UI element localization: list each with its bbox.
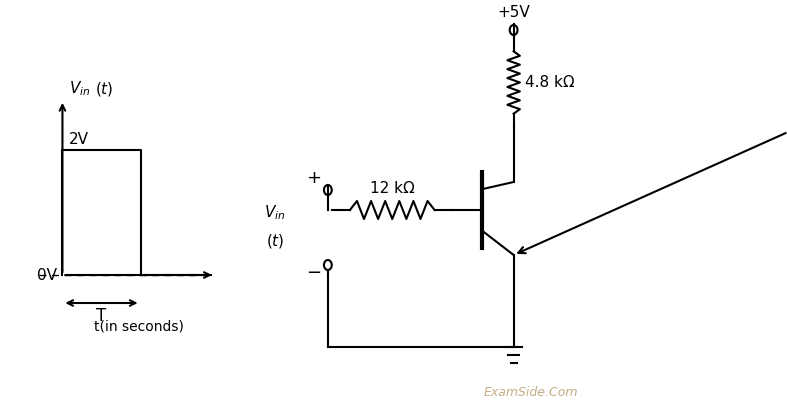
Text: $(t)$: $(t)$	[95, 80, 114, 98]
Text: −: −	[306, 264, 321, 282]
Text: $(t)$: $(t)$	[267, 233, 285, 250]
Text: 2V: 2V	[68, 132, 89, 147]
Text: +5V: +5V	[497, 5, 530, 20]
Text: t(in seconds): t(in seconds)	[94, 320, 183, 334]
Text: $V_{in}$: $V_{in}$	[264, 204, 285, 223]
Text: T: T	[96, 307, 106, 325]
Text: $V_{in}$: $V_{in}$	[68, 79, 90, 98]
Text: ExamSide.Com: ExamSide.Com	[483, 386, 578, 399]
Text: 12 kΩ: 12 kΩ	[370, 181, 415, 196]
Text: 4.8 kΩ: 4.8 kΩ	[525, 75, 575, 90]
Text: 0V: 0V	[38, 268, 57, 283]
Text: +: +	[306, 169, 321, 187]
